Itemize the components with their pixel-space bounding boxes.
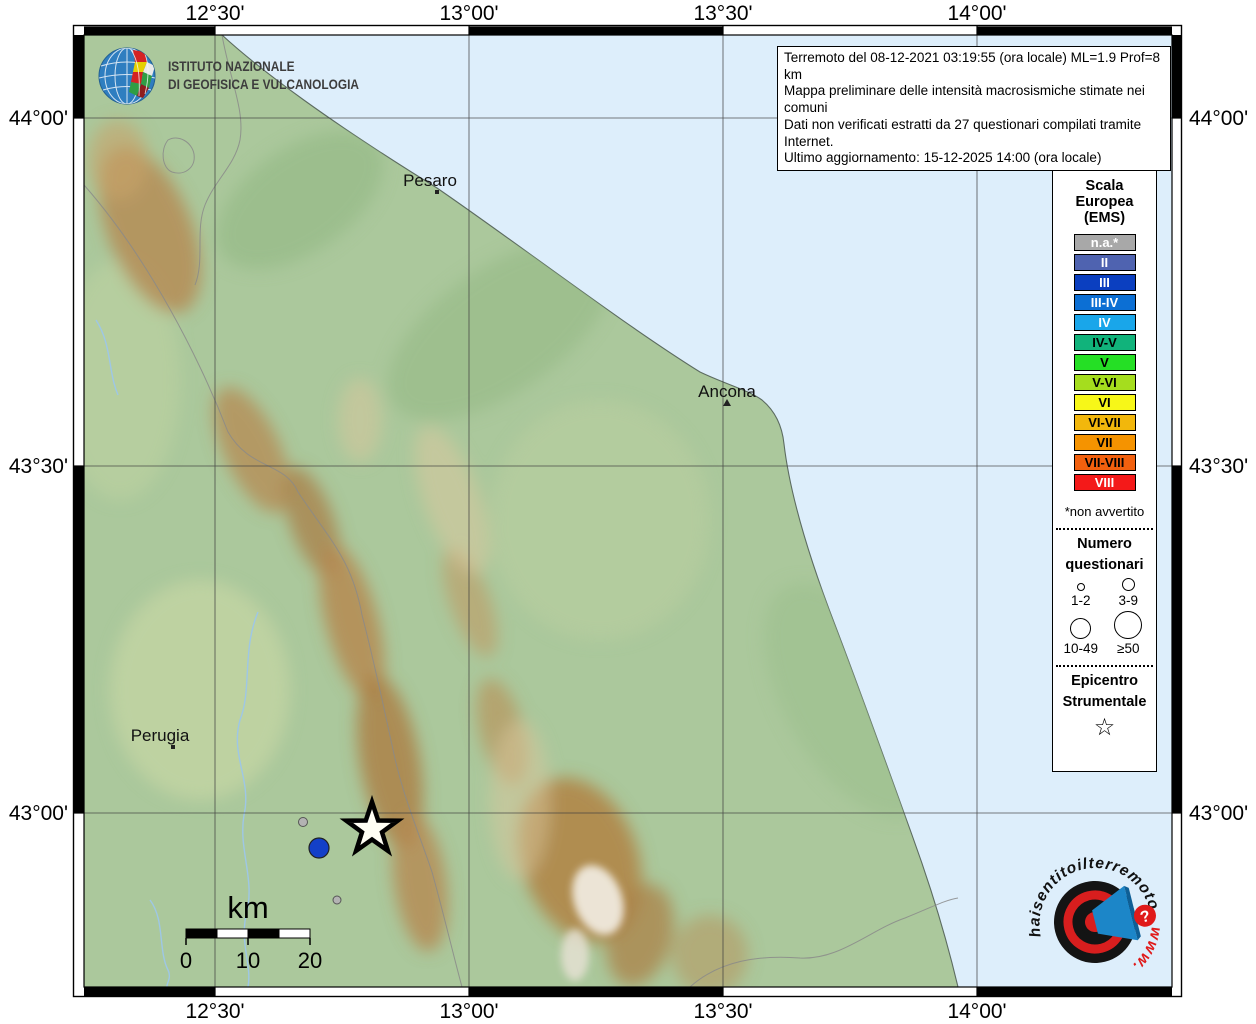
intensity-swatch-v: V — [1073, 353, 1136, 371]
lat-label-left-4330: 43°30' — [8, 455, 68, 478]
size-label-10-49: 10-49 — [1063, 640, 1099, 656]
intensity-swatch-iv-v: IV-V — [1073, 333, 1136, 351]
scale-bar: km 0 10 20 — [180, 890, 322, 973]
observation-na-1 — [298, 817, 308, 827]
questionnaires-title: Numero questionari — [1065, 535, 1144, 573]
size-label-50plus: ≥50 — [1117, 640, 1140, 656]
lon-label-top-1400: 14°00' — [947, 2, 1007, 25]
hsit-question-mark: ? — [1139, 908, 1153, 927]
size-label-1-2: 1-2 — [1070, 592, 1091, 608]
size-dot-1-2-icon — [1076, 582, 1085, 591]
city-markers: Pesaro Ancona Perugia — [131, 171, 756, 749]
lon-label-top-1230: 12°30' — [185, 2, 245, 25]
lat-label-right-4330: 43°30' — [1189, 455, 1249, 478]
event-info-line-2: Mappa preliminare delle intensità macros… — [784, 83, 1145, 116]
ingv-name-line-1: ISTITUTO NAZIONALE — [168, 58, 295, 74]
intensity-swatch-vii-viii: VII-VIII — [1073, 453, 1136, 471]
snow-peaks — [561, 865, 624, 981]
lon-label-bottom-1230: 12°30' — [185, 1000, 245, 1023]
event-info-line-3: Dati non verificati estratti da 27 quest… — [784, 116, 1142, 149]
intensity-swatch-vi-vii: VI-VII — [1073, 413, 1136, 431]
city-label-ancona: Ancona — [698, 382, 756, 401]
city-label-perugia: Perugia — [131, 726, 190, 745]
intensity-swatch-vi: VI — [1073, 393, 1136, 411]
intensity-scale: n.a.* II III III-IV IV IV-V V V-VI VI VI… — [1053, 233, 1156, 491]
event-info-box: Terremoto del 08-12-2021 03:19:55 (ora l… — [777, 46, 1171, 172]
intensity-swatch-iv: IV — [1073, 313, 1136, 331]
epicenter-title: Epicentro Strumentale — [1062, 672, 1147, 710]
graticule — [84, 35, 1172, 987]
ingv-logo: ISTITUTO NAZIONALE DI GEOFISICA E VULCAN… — [95, 44, 385, 108]
event-info-line-4: Ultimo aggiornamento: 15-12-2025 14:00 (… — [784, 150, 1102, 166]
scale-bar-tick-10: 10 — [236, 948, 260, 973]
intensity-swatch-na: n.a.* — [1073, 233, 1136, 251]
intensity-swatch-ii: II — [1073, 253, 1136, 271]
intensity-swatch-vii: VII — [1073, 433, 1136, 451]
legend-panel: Scala Europea (EMS) n.a.* II III III-IV … — [1052, 170, 1157, 772]
observation-na-2 — [332, 895, 342, 905]
lat-label-left-4300: 43°00' — [8, 802, 68, 825]
haisentitoilterremoto-logo: haisentitoilterremoto.it www. ? — [1004, 840, 1174, 993]
observation-intensity — [308, 837, 330, 859]
terrain-relief — [84, 120, 936, 987]
lat-label-left-4400: 44°00' — [8, 107, 68, 130]
legend-separator-2 — [1056, 664, 1153, 667]
lon-label-bottom-1330: 13°30' — [693, 1000, 753, 1023]
size-label-3-9: 3-9 — [1118, 592, 1138, 608]
size-dot-10-49-icon — [1070, 617, 1092, 639]
perugia-marker — [171, 745, 175, 749]
lon-label-bottom-1400: 14°00' — [947, 1000, 1007, 1023]
lon-label-top-1300: 13°00' — [439, 2, 499, 25]
ingv-globe-icon — [98, 47, 156, 105]
ancona-marker — [723, 399, 731, 406]
size-dot-3-9-icon — [1121, 577, 1135, 591]
epicenter-star-icon: ☆ — [1093, 713, 1116, 741]
scale-bar-tick-20: 20 — [298, 948, 322, 973]
lat-label-right-4300: 43°00' — [1189, 802, 1249, 825]
epicenter-star — [339, 794, 405, 857]
city-label-pesaro: Pesaro — [403, 171, 457, 190]
questionnaires-sizes: 1-2 3-9 10-49 ≥50 — [1057, 577, 1152, 656]
lat-label-right-4400: 44°00' — [1189, 107, 1249, 130]
hsit-cone — [1092, 885, 1138, 941]
lon-label-top-1330: 13°30' — [693, 2, 753, 25]
intensity-swatch-viii: VIII — [1073, 473, 1136, 491]
intensity-swatch-v-vi: V-VI — [1073, 373, 1136, 391]
scale-bar-unit: km — [227, 890, 268, 925]
hsit-question-badge — [1133, 904, 1156, 927]
map-frame — [72, 24, 1183, 998]
lon-label-bottom-1300: 13°00' — [439, 1000, 499, 1023]
intensity-swatch-iii: III — [1073, 273, 1136, 291]
size-dot-50plus-icon — [1114, 610, 1143, 639]
region-boundaries — [84, 35, 959, 987]
legend-footnote: *non avvertito — [1064, 503, 1145, 519]
event-info-line-1: Terremoto del 08-12-2021 03:19:55 (ora l… — [784, 50, 1160, 82]
legend-title: Scala Europea (EMS) — [1075, 178, 1134, 227]
observations — [298, 817, 342, 905]
pesaro-marker — [435, 190, 439, 194]
ingv-name-line-2: DI GEOFISICA E VULCANOLOGIA — [168, 77, 359, 92]
legend-separator-1 — [1056, 527, 1153, 530]
intensity-swatch-iii-iv: III-IV — [1073, 293, 1136, 311]
scale-bar-tick-0: 0 — [180, 948, 192, 973]
hsit-logo-icon: haisentitoilterremoto.it www. ? — [1004, 840, 1174, 977]
